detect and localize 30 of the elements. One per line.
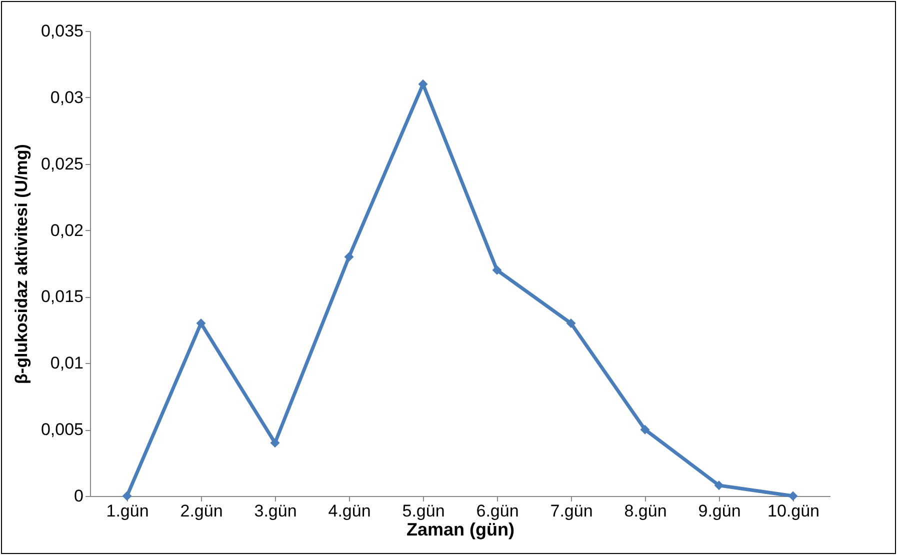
x-axis-title: Zaman (gün): [406, 520, 514, 540]
point: [788, 491, 798, 501]
y-axis-title: β-glukosidaz aktivitesi (U/mg): [12, 144, 31, 384]
point: [566, 318, 576, 328]
y-tick-label: 0: [74, 486, 84, 506]
point: [640, 424, 650, 434]
x-tick-label: 4.gün: [328, 502, 371, 520]
x-tick-label: 2.gün: [180, 502, 223, 520]
y-tick-label: 0,015: [40, 287, 84, 306]
point: [492, 265, 502, 275]
point: [122, 491, 132, 501]
y-tick-label: 0,01: [50, 354, 84, 373]
x-tick-label: 6.gün: [476, 502, 519, 520]
point: [270, 438, 280, 448]
y-tick-label: 0,025: [40, 154, 84, 174]
point: [714, 480, 724, 490]
point: [196, 318, 206, 328]
x-tick-label: 7.gün: [550, 502, 593, 520]
y-tick-label: 0,035: [40, 22, 84, 40]
x-tick-label: 3.gün: [254, 502, 297, 520]
x-tick-label: 5.gün: [402, 502, 445, 520]
point: [418, 79, 428, 89]
y-tick-label: 0,03: [50, 88, 84, 107]
y-tick-label: 0,02: [50, 220, 84, 240]
y-tick-label: 0,005: [40, 420, 84, 440]
x-tick-label: 9.gün: [698, 502, 741, 520]
x-tick-label: 1.gün: [106, 502, 149, 520]
point: [344, 252, 354, 262]
x-tick-label: 10.gün: [768, 502, 820, 520]
x-tick-label: 8.gün: [624, 502, 667, 520]
